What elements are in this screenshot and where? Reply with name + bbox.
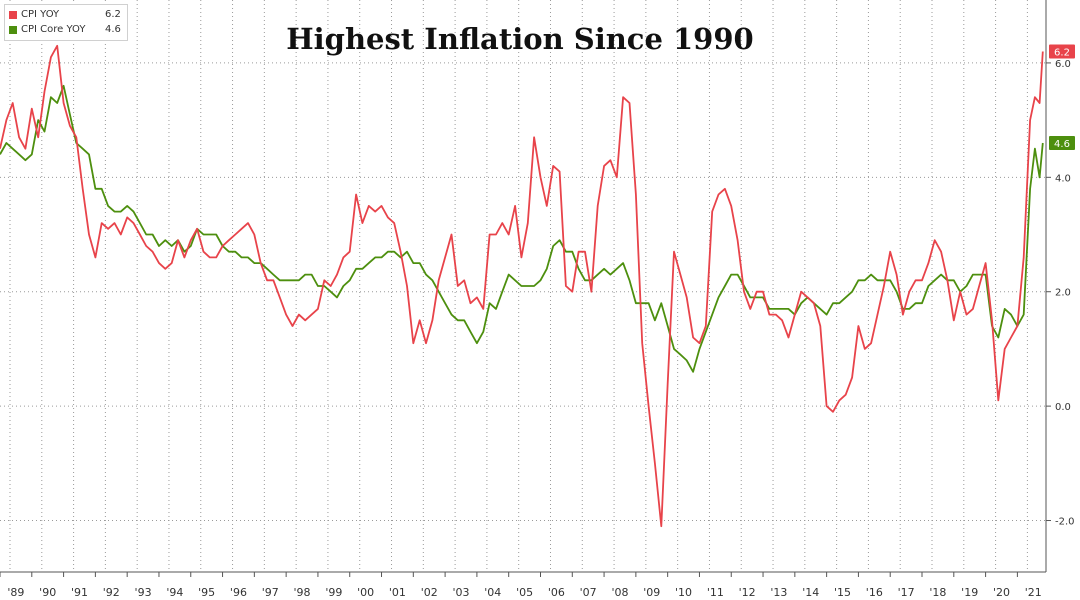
x-tick-label: '07 <box>580 586 597 599</box>
x-tick-label: '10 <box>675 586 692 599</box>
x-tick-label: '19 <box>961 586 978 599</box>
x-tick-label: '21 <box>1025 586 1042 599</box>
legend: CPI YOY 6.2 CPI Core YOY 4.6 <box>4 4 128 41</box>
legend-value-core: 4.6 <box>105 24 121 35</box>
series-line-cpi <box>0 44 1044 528</box>
x-tick-label: '14 <box>802 586 819 599</box>
last-value-tags: 6.2 4.6 <box>1049 44 1075 150</box>
x-tick-label: '89 <box>7 586 24 599</box>
y-tick-label: 0.0 <box>1055 402 1071 413</box>
x-tick-label: '06 <box>548 586 565 599</box>
x-tick-label: '18 <box>929 586 946 599</box>
chart-title: Highest Inflation Since 1990 <box>286 22 754 56</box>
series-lines <box>0 44 1044 528</box>
x-tick-label: '98 <box>294 586 311 599</box>
x-tick-label: '90 <box>39 586 56 599</box>
series-line-core <box>0 84 1044 373</box>
legend-value-cpi: 6.2 <box>105 9 121 20</box>
x-tick-label: '15 <box>834 586 851 599</box>
legend-swatch-cpi <box>9 10 17 19</box>
x-tick-label: '08 <box>611 586 628 599</box>
x-tick-label: '13 <box>770 586 787 599</box>
grid <box>0 0 1046 572</box>
legend-swatch-core <box>9 25 17 34</box>
x-tick-label: '16 <box>866 586 883 599</box>
y-tick-label: -2.0 <box>1055 517 1075 528</box>
x-tick-label: '20 <box>993 586 1010 599</box>
legend-label-cpi: CPI YOY <box>21 9 60 20</box>
x-tick-label: '09 <box>643 586 660 599</box>
y-tick-label: 2.0 <box>1055 288 1071 299</box>
x-tick-label: '99 <box>325 586 342 599</box>
x-tick-label: '95 <box>198 586 215 599</box>
last-value-text-core: 4.6 <box>1054 139 1070 150</box>
legend-entry-cpi: CPI YOY 6.2 <box>9 7 121 22</box>
x-tick-label: '01 <box>389 586 406 599</box>
x-tick-label: '93 <box>135 586 152 599</box>
x-tick-label: '00 <box>357 586 374 599</box>
x-tick-label: '02 <box>421 586 438 599</box>
x-tick-label: '91 <box>71 586 88 599</box>
x-tick-label: '05 <box>516 586 533 599</box>
x-tick-label: '04 <box>484 586 501 599</box>
x-tick-label: '03 <box>452 586 469 599</box>
x-tick-label: '11 <box>707 586 724 599</box>
last-value-tag-cpi <box>1049 44 1075 59</box>
x-tick-label: '94 <box>166 586 183 599</box>
legend-entry-core: CPI Core YOY 4.6 <box>9 22 121 37</box>
x-tick-label: '92 <box>103 586 120 599</box>
legend-label-core: CPI Core YOY <box>21 24 86 35</box>
x-tick-label: '97 <box>262 586 279 599</box>
y-tick-label: 4.0 <box>1055 173 1071 184</box>
x-tick-label: '96 <box>230 586 247 599</box>
x-tick-label: '17 <box>898 586 915 599</box>
x-tick-label: '12 <box>739 586 756 599</box>
last-value-tag-core <box>1049 136 1075 150</box>
last-value-text-cpi: 6.2 <box>1054 47 1070 58</box>
y-tick-label: 6.0 <box>1055 59 1071 70</box>
